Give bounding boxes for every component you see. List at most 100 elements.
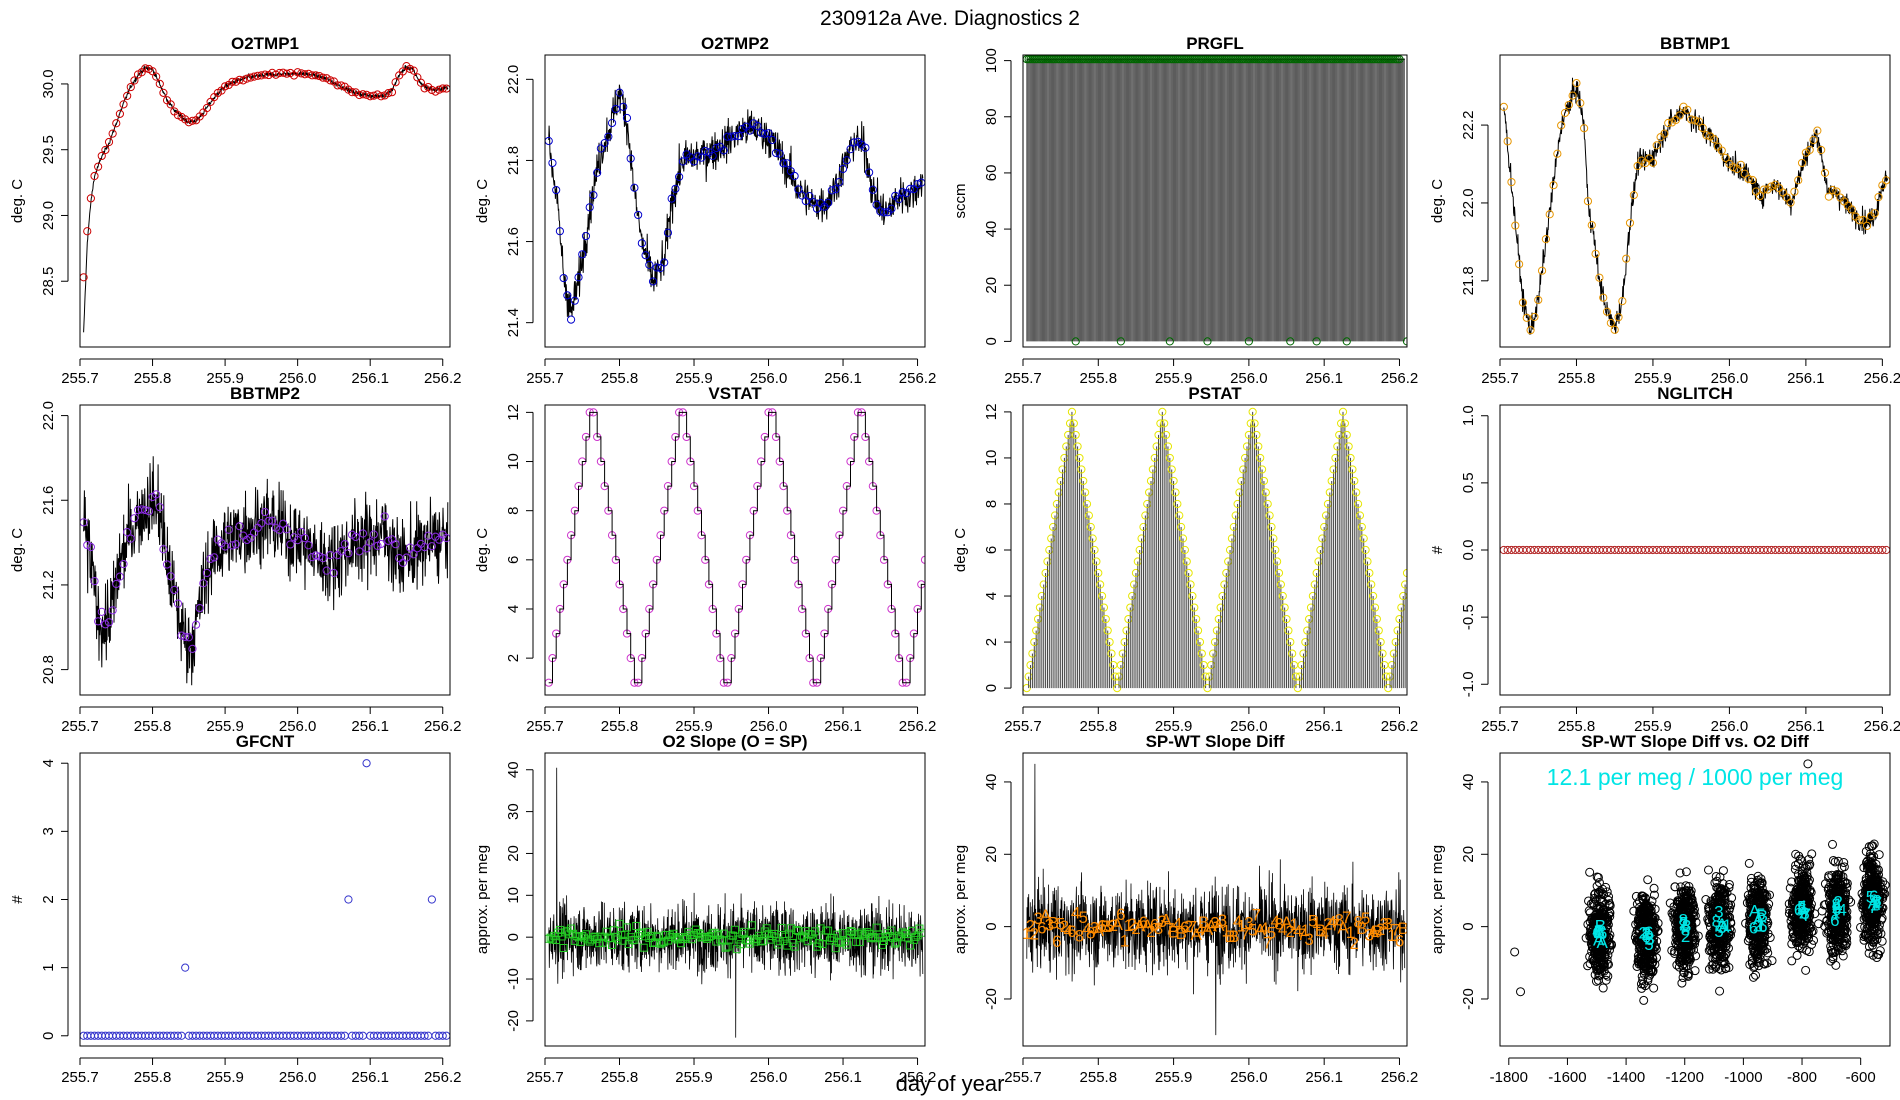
data-point — [1649, 983, 1659, 993]
data-point — [1625, 218, 1635, 228]
data-point — [1693, 931, 1703, 941]
data-point — [1177, 522, 1186, 532]
data-point — [184, 633, 193, 642]
data-point — [593, 168, 602, 177]
data-point — [1667, 908, 1677, 918]
data-point — [329, 568, 339, 578]
data-label: A — [1191, 925, 1203, 944]
data-point — [1252, 430, 1261, 440]
data-point — [1838, 905, 1848, 915]
data-point — [1591, 249, 1600, 258]
data-point — [293, 68, 302, 77]
panel-o2tmp2: O2TMP2 deg. C 255.7 255.8 255.9 256.0 256.1 256… — [474, 34, 936, 387]
data-point — [1660, 129, 1669, 138]
y-axis: 28.5 29.0 29.5 30.0 — [40, 69, 69, 296]
x-tick-label: 256.0 — [1230, 1069, 1268, 1086]
data-point — [604, 132, 613, 141]
data-point — [838, 164, 848, 174]
data-point — [667, 194, 676, 203]
y-tick-label: 0.5 — [1460, 472, 1477, 493]
data-point — [1160, 419, 1169, 428]
x-tick-label: 255.7 — [526, 1069, 564, 1086]
data-point — [1694, 117, 1703, 126]
data-point — [1092, 557, 1101, 566]
zero-marker — [1244, 337, 1253, 346]
data-point — [1828, 954, 1838, 964]
data-point — [387, 88, 397, 97]
data-point — [1614, 313, 1623, 322]
data-point — [1831, 875, 1841, 885]
data-point — [639, 943, 648, 952]
data-point — [1745, 899, 1755, 909]
data-point — [1828, 883, 1838, 893]
data-point — [1672, 909, 1682, 919]
data-point — [1594, 928, 1604, 938]
data-point — [1790, 864, 1800, 874]
data-point — [1797, 904, 1807, 914]
data-point — [1639, 926, 1649, 936]
data-point — [1593, 965, 1603, 975]
data-point — [1840, 877, 1850, 887]
data-point — [1824, 871, 1834, 881]
y-axis-label: deg. C — [9, 528, 26, 572]
y-tick-label: 8 — [505, 507, 522, 515]
data-point — [1809, 135, 1818, 145]
y-tick-label: -20 — [505, 1010, 522, 1032]
panel-title: BBTMP1 — [1660, 34, 1730, 53]
data-point — [202, 568, 212, 578]
data-point — [108, 129, 117, 138]
data-point — [1606, 318, 1615, 328]
data-point — [304, 541, 313, 550]
y-tick-label: 22.0 — [1460, 188, 1477, 217]
data-point — [1607, 939, 1617, 949]
data-label: 7 — [1342, 908, 1351, 927]
plot-frame — [1022, 752, 1408, 1047]
data-point — [380, 512, 389, 521]
data-point — [318, 73, 328, 82]
data-label: 5 — [1361, 909, 1370, 928]
plot-frame — [1022, 404, 1408, 696]
data-label: 8 — [1154, 919, 1163, 938]
data-point — [1726, 918, 1736, 928]
data-point — [1751, 904, 1761, 914]
data-point — [206, 554, 215, 563]
data-point — [1088, 534, 1097, 543]
data-label: 2 — [1127, 915, 1136, 934]
data-point — [286, 540, 295, 549]
data-point — [1352, 488, 1361, 497]
data-label: 7 — [1165, 919, 1174, 938]
data-point — [264, 516, 273, 525]
data-point — [850, 138, 859, 147]
x-tick-label: 256.0 — [279, 718, 317, 735]
data-point — [1744, 858, 1754, 868]
data-point — [1369, 591, 1378, 601]
y-tick-label: 29.5 — [40, 135, 57, 164]
x-tick-label: 255.7 — [1481, 370, 1519, 387]
data-point — [1826, 956, 1836, 966]
y-tick-label: 0 — [983, 684, 1000, 692]
y-axis-label: # — [9, 895, 26, 904]
data-label: 2 — [1146, 922, 1155, 941]
data-point — [155, 79, 164, 88]
data-point — [637, 239, 646, 248]
data-point — [1602, 887, 1612, 897]
data-point — [1702, 131, 1711, 140]
data-point — [615, 88, 624, 97]
x-tick-label: 256.1 — [824, 370, 862, 387]
data-point — [293, 536, 302, 545]
plot-frame — [1499, 404, 1891, 696]
data-point — [1171, 488, 1180, 497]
data-point — [585, 203, 594, 212]
data-point — [1874, 192, 1883, 202]
figure-x-axis-label: day of year — [896, 1071, 1005, 1096]
data-point — [1195, 637, 1205, 647]
data-label: 1 — [1312, 913, 1321, 932]
data-point — [1798, 911, 1808, 921]
zero-marker — [1116, 337, 1125, 346]
special-point — [427, 895, 436, 904]
data-point — [438, 1031, 447, 1040]
data-point — [811, 927, 820, 936]
data-point — [609, 926, 618, 935]
data-point — [1830, 857, 1840, 867]
data-point — [566, 315, 576, 324]
